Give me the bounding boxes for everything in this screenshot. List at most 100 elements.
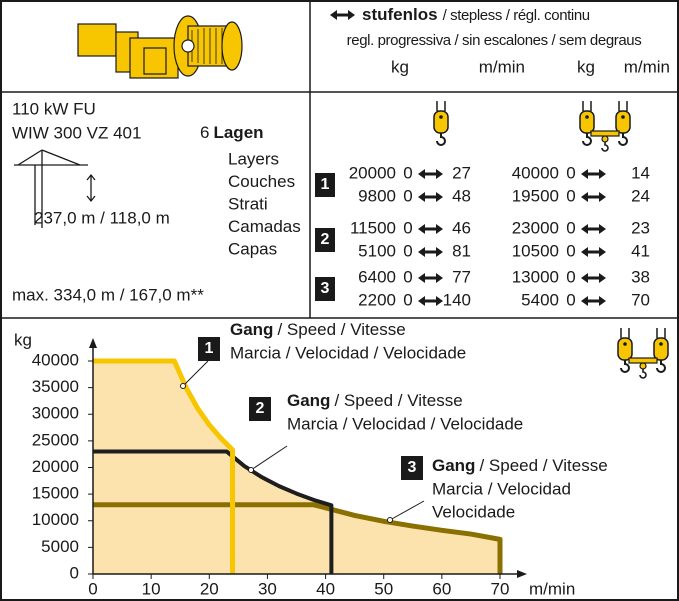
x-axis-label: m/min: [529, 579, 575, 598]
y-tick-label: 40000: [32, 350, 79, 369]
table-cell: 2200: [358, 290, 396, 309]
annotation-bold: Gang: [287, 391, 330, 410]
rope-length: 237,0 m / 118,0 m: [34, 208, 170, 227]
range-arrow: [418, 192, 443, 202]
range-arrow: [581, 224, 606, 234]
table-cell: 140: [443, 290, 471, 309]
x-tick-label: 20: [200, 579, 219, 598]
table-cell: 0: [566, 163, 575, 182]
range-arrow: [581, 247, 606, 257]
range-arrow: [418, 247, 443, 257]
chart-reeving-icon: [618, 328, 668, 378]
y-tick-label: 5000: [41, 537, 79, 556]
table-cell: 14: [631, 163, 650, 182]
header-title: stufenlos/ stepless / régl. continu: [362, 5, 590, 24]
unit-label: kg: [391, 57, 409, 76]
table-cell: 0: [403, 218, 412, 237]
table-cell: 5100: [358, 241, 396, 260]
range-arrow: [581, 169, 606, 179]
annotation-line: Gang/ Speed / Vitesse: [432, 456, 608, 475]
layer-translation: Strati: [228, 194, 268, 213]
layers-count: 6: [200, 123, 209, 142]
leader-line: [251, 446, 287, 470]
table-cell: 24: [631, 186, 650, 205]
layers-translations: LayersCouchesStratiCamadasCapas: [228, 149, 301, 258]
y-tick-label: 25000: [32, 430, 79, 449]
y-axis-label: kg: [14, 330, 32, 349]
table-cell: 38: [631, 267, 650, 286]
page: { "header": { "stepless": "stufenlos", "…: [0, 0, 679, 601]
unit-label: m/min: [479, 57, 525, 76]
table-cell: 46: [452, 218, 471, 237]
table-cell: 0: [403, 241, 412, 260]
x-axis-arrow: [517, 570, 527, 578]
annotation-line: Velocidade: [432, 502, 515, 521]
y-tick-label: 0: [70, 563, 79, 582]
gear-number: 1: [205, 340, 214, 357]
layer-translation: Camadas: [228, 217, 301, 236]
range-arrow: [581, 273, 606, 283]
table-cell: 48: [452, 186, 471, 205]
y-tick-label: 30000: [32, 404, 79, 423]
table-cell: 0: [566, 267, 575, 286]
leader-line: [183, 361, 208, 386]
y-tick-label: 35000: [32, 377, 79, 396]
x-tick-label: 40: [316, 579, 335, 598]
double-reeving-icon: [580, 101, 630, 151]
annotation-line: Gang/ Speed / Vitesse: [230, 320, 406, 339]
header-arrow: [330, 10, 355, 20]
leader-dot: [388, 518, 393, 523]
table-cell: 70: [631, 290, 650, 309]
table-cell: 0: [403, 186, 412, 205]
table-cell: 23: [631, 218, 650, 237]
table-cell: 6400: [358, 267, 396, 286]
gear-number: 3: [321, 280, 330, 297]
annotation-line: Gang/ Speed / Vitesse: [287, 391, 463, 410]
table-cell: 0: [566, 186, 575, 205]
table-cell: 0: [566, 290, 575, 309]
annotation-line: Marcia / Velocidad / Velocidade: [230, 343, 466, 362]
annotation-line: Marcia / Velocidad / Velocidade: [287, 414, 523, 433]
x-tick-label: 70: [491, 579, 510, 598]
range-arrow: [418, 169, 443, 179]
leader-dot: [249, 468, 254, 473]
gear-number: 2: [256, 400, 265, 417]
range-arrow: [418, 296, 443, 306]
annotation-text: / Speed / Vitesse: [277, 320, 405, 339]
drive-model: WIW 300 VZ 401: [12, 123, 141, 142]
annotation-text: / Speed / Vitesse: [479, 456, 607, 475]
table-cell: 27: [452, 163, 471, 182]
range-arrow: [418, 224, 443, 234]
x-tick-label: 0: [88, 579, 97, 598]
leader-dot: [181, 384, 186, 389]
table-cell: 40000: [512, 163, 559, 182]
gear-number: 3: [408, 459, 417, 476]
y-tick-label: 15000: [32, 484, 79, 503]
annotation-text: / Speed / Vitesse: [334, 391, 462, 410]
winch-illustration: [78, 16, 242, 78]
y-axis-arrow: [89, 338, 97, 348]
max-rope-length: max. 334,0 m / 167,0 m**: [12, 285, 204, 304]
annotation-bold: Gang: [432, 456, 475, 475]
spec-sheet: stufenlos/ stepless / régl. continu regl…: [0, 0, 679, 601]
drive-power: 110 kW FU: [12, 99, 96, 118]
table-cell: 11500: [350, 218, 396, 237]
table-cell: 13000: [512, 267, 559, 286]
layers-label: Lagen: [213, 123, 263, 142]
stepless-label: stufenlos: [362, 5, 438, 24]
layer-translation: Capas: [228, 239, 277, 258]
y-tick-label: 20000: [32, 457, 79, 476]
table-cell: 0: [566, 241, 575, 260]
table-cell: 20000: [349, 163, 396, 182]
single-reeving-icon: [434, 101, 448, 145]
x-tick-label: 50: [374, 579, 393, 598]
unit-label: m/min: [624, 57, 670, 76]
stepless-translations-2: regl. progressiva / sin escalones / sem …: [347, 32, 642, 49]
table-cell: 0: [403, 163, 412, 182]
table-cell: 0: [566, 218, 575, 237]
range-arrow: [581, 296, 606, 306]
x-tick-label: 60: [432, 579, 451, 598]
table-cell: 0: [403, 267, 412, 286]
